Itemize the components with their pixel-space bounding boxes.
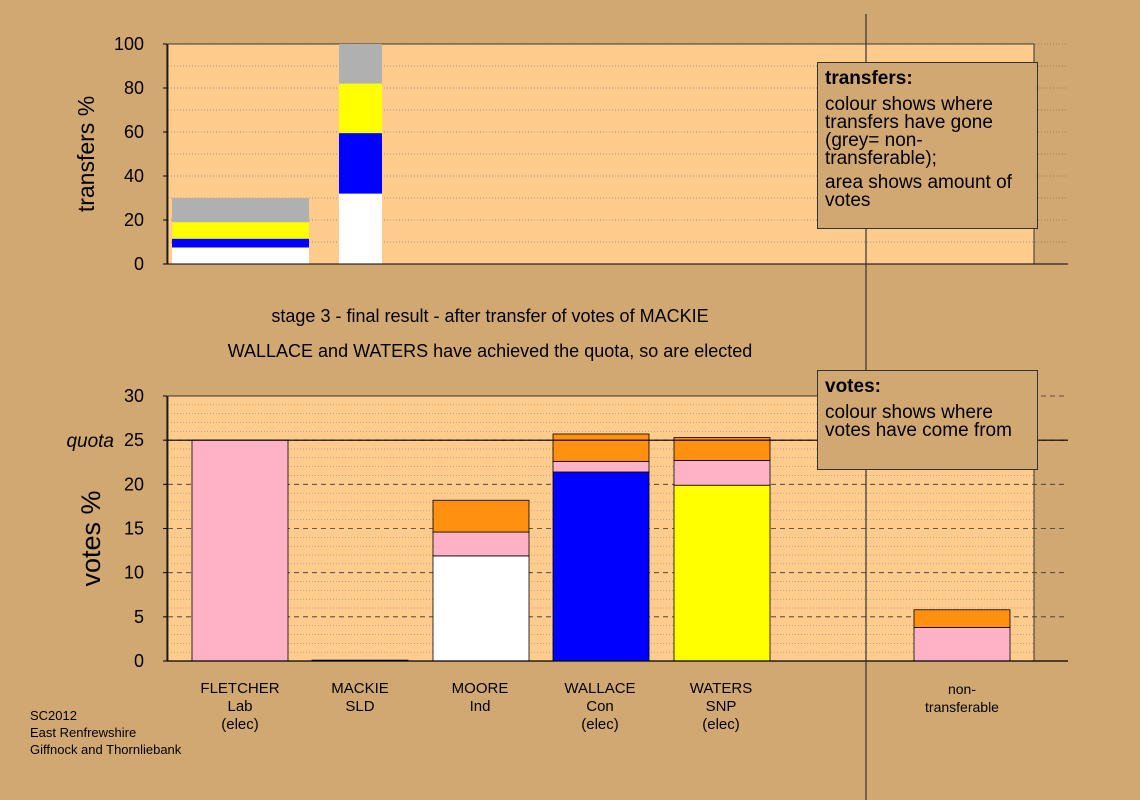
transfer-bar-segment	[339, 133, 382, 194]
transfers-legend-title: transfers:	[825, 68, 913, 89]
vote-bar-segment	[432, 531, 530, 557]
transfer-bar-segment	[172, 198, 309, 223]
footer-line-2: East Renfrewshire	[30, 725, 137, 740]
footer: SC2012 East Renfrewshire Giffnock and Th…	[30, 707, 181, 758]
vote-bar-segment	[673, 460, 771, 486]
votes-y-tick-label: 25	[124, 430, 144, 450]
transfers-legend-body-1: colour shows where transfers have gone (…	[825, 94, 993, 169]
transfer-bar-segment	[339, 83, 382, 134]
vote-bar-segment	[552, 433, 650, 462]
transfer-bar-segment	[172, 247, 309, 264]
vote-bar-segment	[913, 609, 1011, 628]
footer-line-3: Giffnock and Thornliebank	[30, 742, 182, 757]
vote-bar-segment	[552, 460, 650, 473]
votes-legend-body-1: colour shows where votes have come from	[825, 402, 1012, 441]
transfers-y-axis-label: transfers %	[73, 96, 99, 212]
vote-bar-segment	[673, 484, 771, 662]
elected-subtitle: WALLACE and WATERS have achieved the quo…	[227, 341, 753, 361]
vote-bar-segment	[432, 555, 530, 662]
candidate-label-waters: WATERS SNP (elec)	[689, 680, 753, 733]
votes-y-tick-label: 15	[124, 519, 144, 539]
quota-label: quota	[66, 431, 114, 452]
vote-bar-segment	[191, 439, 289, 662]
transfers-y-tick-label: 80	[124, 78, 144, 98]
transfers-y-tick-label: 100	[114, 34, 144, 54]
footer-line-1: SC2012	[30, 708, 77, 723]
candidate-label-mackie: MACKIE SLD	[331, 680, 389, 715]
votes-y-tick-label: 5	[134, 607, 144, 627]
transfers-legend-body-2: area shows amount of votes	[825, 172, 1012, 211]
transfers-legend: transfers: colour shows where transfers …	[817, 62, 1038, 229]
transfers-y-tick-label: 60	[124, 122, 144, 142]
votes-y-tick-label: 10	[124, 563, 144, 583]
candidate-label-fletcher: FLETCHER Lab (elec)	[200, 680, 280, 733]
transfer-bar-segment	[172, 238, 309, 248]
votes-y-tick-label: 30	[124, 386, 144, 406]
vote-bar-segment	[913, 627, 1011, 662]
votes-y-axis-label: votes %	[76, 490, 106, 586]
transfers-y-tick-label: 40	[124, 166, 144, 186]
transfers-y-tick-label: 20	[124, 210, 144, 230]
candidate-label-non-transferable: non- transferable	[925, 681, 999, 715]
votes-legend: votes: colour shows where votes have com…	[817, 370, 1038, 470]
votes-y-tick-label: 0	[134, 651, 144, 671]
candidate-label-wallace: WALLACE Con (elec)	[564, 680, 636, 733]
vote-bar-segment	[673, 437, 771, 461]
stage-subtitle: stage 3 - final result - after transfer …	[271, 306, 709, 326]
transfer-bar-segment	[339, 193, 382, 264]
votes-legend-title: votes:	[825, 376, 881, 397]
candidate-label-moore: MOORE Ind	[451, 680, 509, 715]
vote-bar-segment	[432, 499, 530, 533]
transfers-y-tick-label: 0	[134, 254, 144, 274]
transfer-bar-segment	[172, 222, 309, 239]
transfer-bar-segment	[339, 44, 382, 84]
vote-bar-segment	[552, 471, 650, 662]
votes-y-tick-label: 20	[124, 474, 144, 494]
